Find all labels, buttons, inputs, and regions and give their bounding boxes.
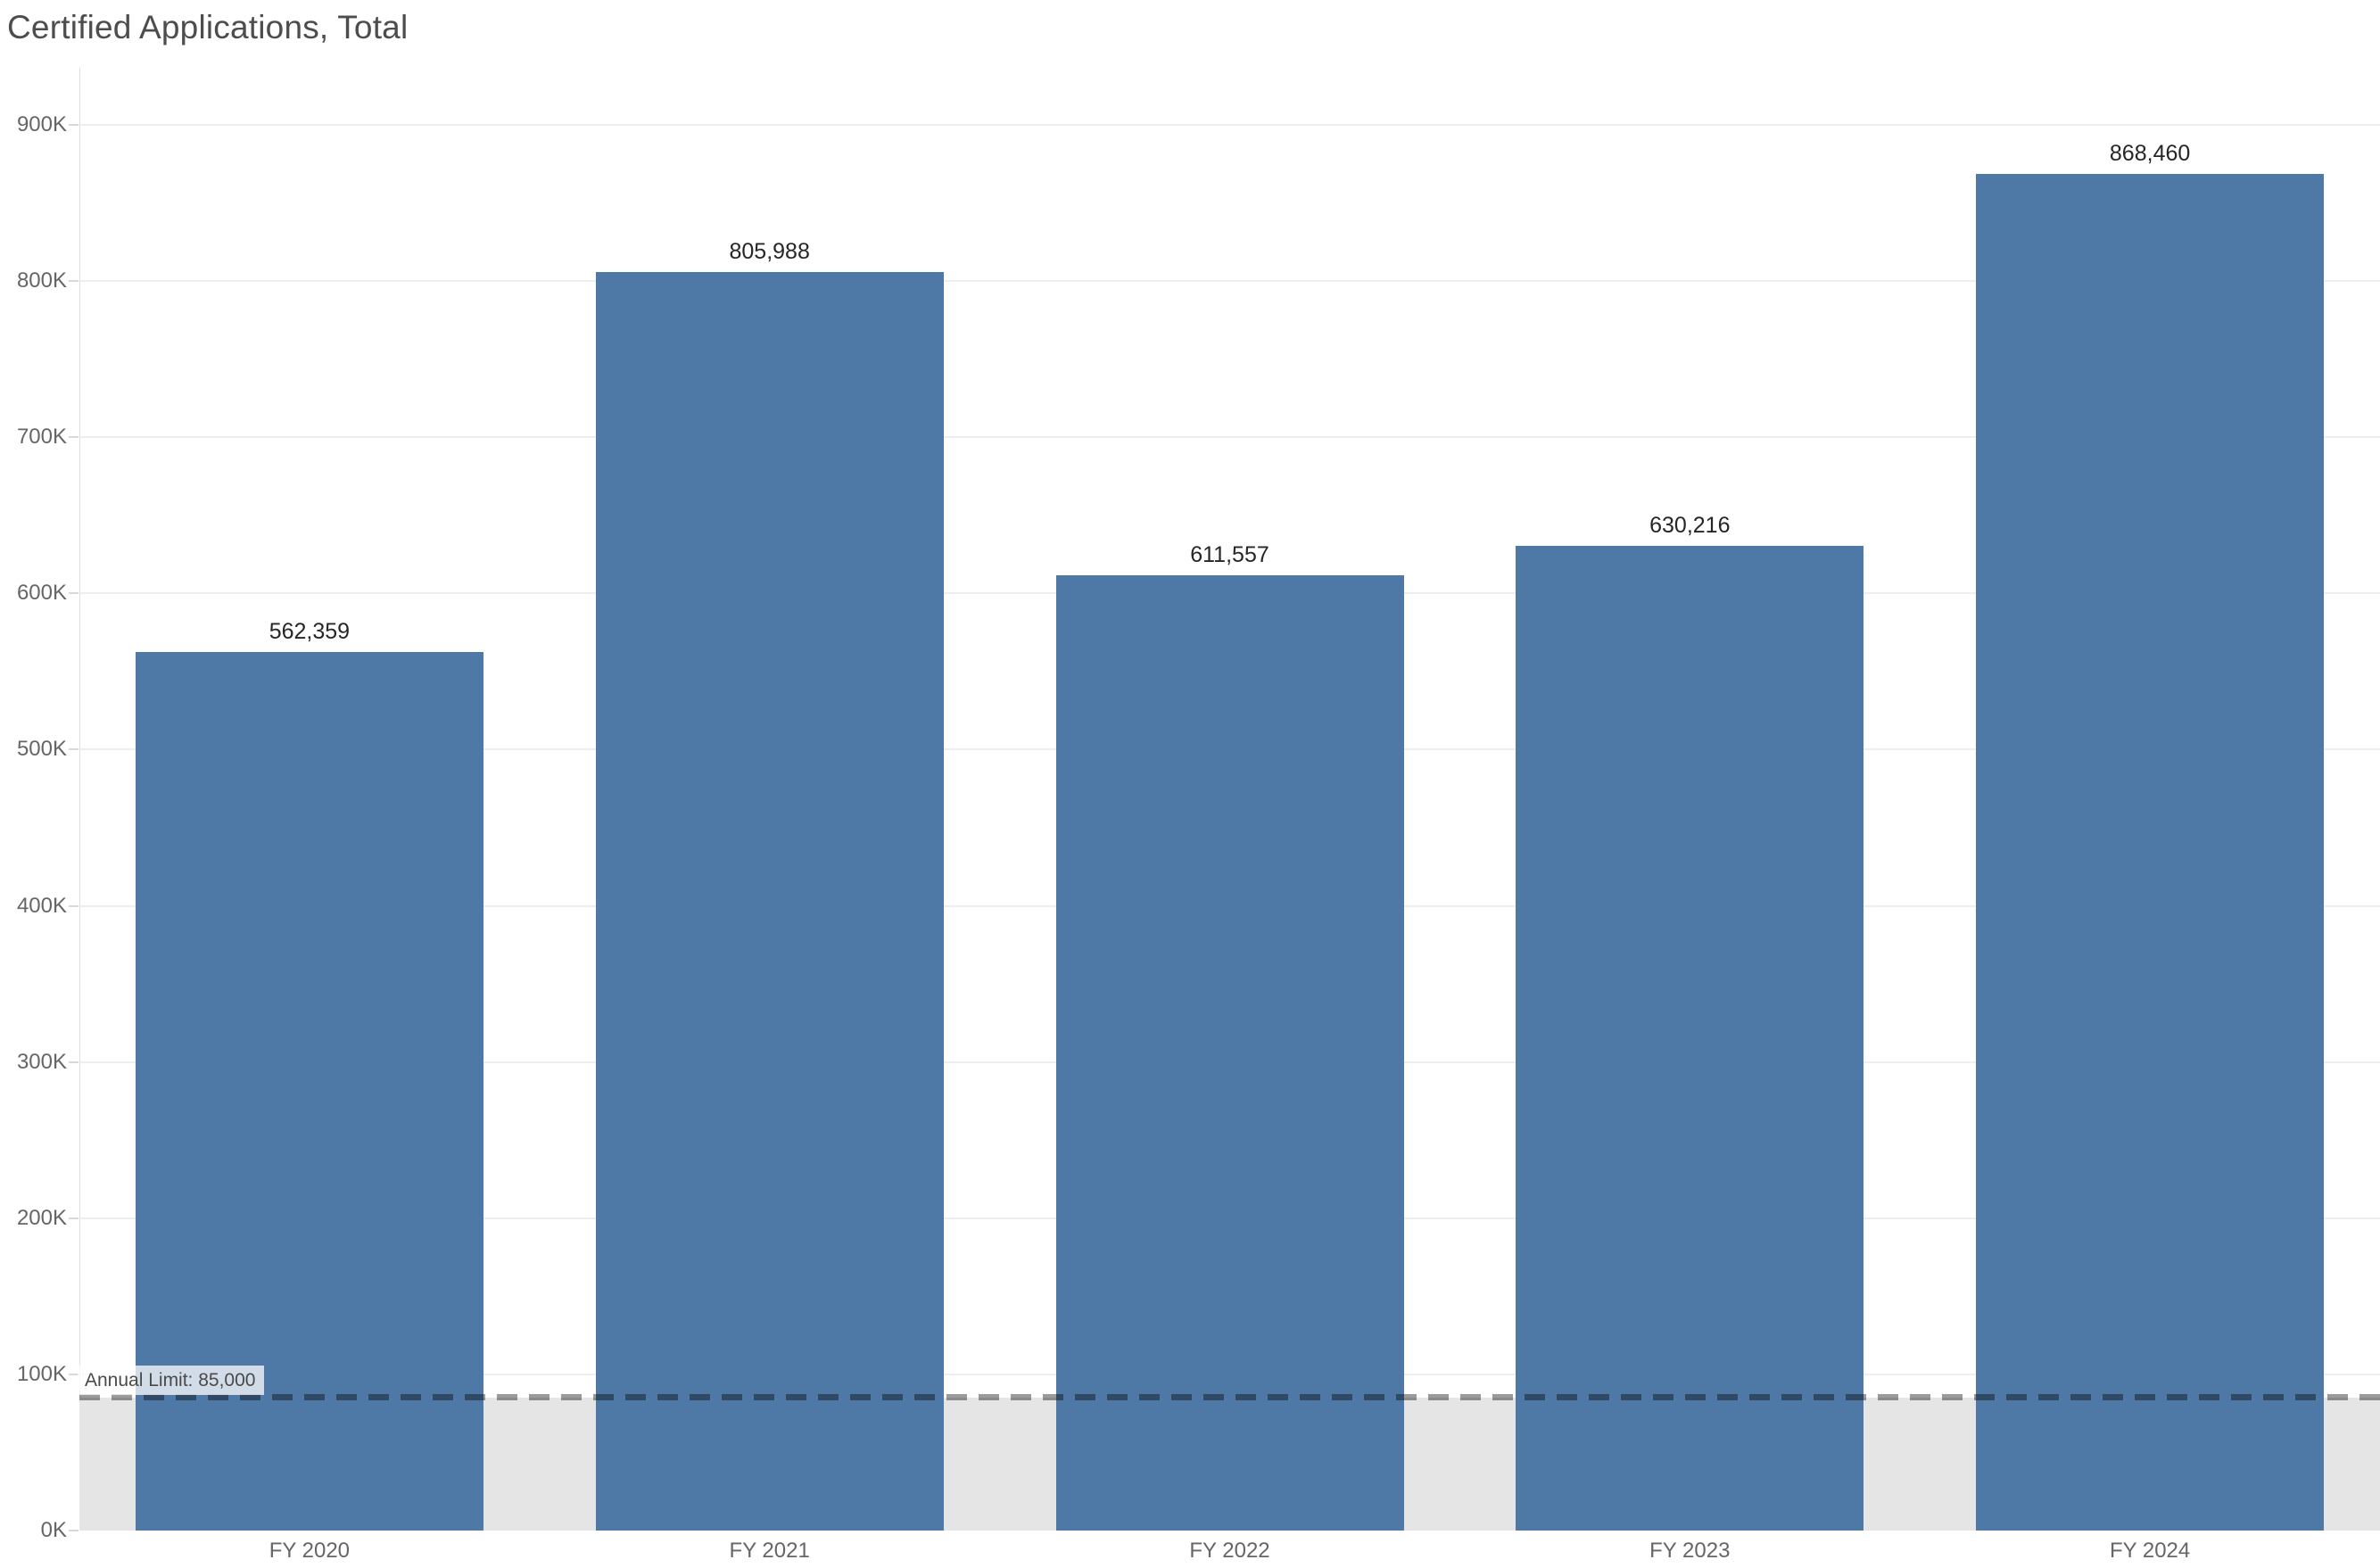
- y-tick-mark: [69, 592, 79, 595]
- y-tick-mark: [69, 280, 79, 283]
- y-tick-mark: [69, 748, 79, 751]
- y-tick-mark: [69, 1530, 79, 1531]
- reference-line-annotation: Annual Limit: 85,000: [78, 1366, 265, 1396]
- y-axis-line: [79, 67, 80, 1531]
- y-tick-mark: [69, 1060, 79, 1063]
- bar-fy-2022[interactable]: [1055, 575, 1404, 1531]
- y-gridline: [79, 436, 2380, 439]
- bar-fy-2023[interactable]: [1516, 546, 1864, 1531]
- y-tick-label: 0K: [40, 1518, 67, 1542]
- y-tick-label: 800K: [16, 268, 67, 293]
- x-axis-label: FY 2022: [1189, 1539, 1270, 1563]
- y-tick-label: 700K: [16, 425, 67, 450]
- bar-value-label: 805,988: [729, 238, 810, 264]
- bar-value-label: 630,216: [1649, 513, 1731, 539]
- y-gridline: [79, 280, 2380, 283]
- reference-line: [79, 1394, 2380, 1401]
- y-tick-mark: [69, 124, 79, 126]
- bar-fy-2021[interactable]: [595, 271, 944, 1531]
- y-tick-label: 200K: [16, 1205, 67, 1230]
- x-axis-label: FY 2023: [1649, 1539, 1731, 1563]
- bar-value-label: 868,460: [2109, 141, 2191, 167]
- x-axis-label: FY 2024: [2109, 1539, 2191, 1563]
- y-tick-label: 100K: [16, 1361, 67, 1386]
- y-tick-mark: [69, 904, 79, 907]
- y-tick-label: 600K: [16, 581, 67, 606]
- bar-value-label: 611,557: [1190, 542, 1269, 568]
- x-axis-label: FY 2020: [269, 1539, 351, 1563]
- y-tick-label: 900K: [16, 112, 67, 136]
- y-tick-label: 400K: [16, 893, 67, 918]
- y-tick-mark: [69, 1373, 79, 1375]
- chart-title: Certified Applications, Total: [7, 9, 409, 45]
- y-tick-label: 300K: [16, 1049, 67, 1074]
- y-tick-mark: [69, 1217, 79, 1219]
- y-tick-mark: [69, 436, 79, 439]
- y-gridline: [79, 124, 2380, 126]
- x-axis-label: FY 2021: [729, 1539, 810, 1563]
- y-tick-label: 500K: [16, 737, 67, 762]
- bar-value-label: 562,359: [269, 619, 351, 645]
- bar-fy-2024[interactable]: [1976, 174, 2325, 1531]
